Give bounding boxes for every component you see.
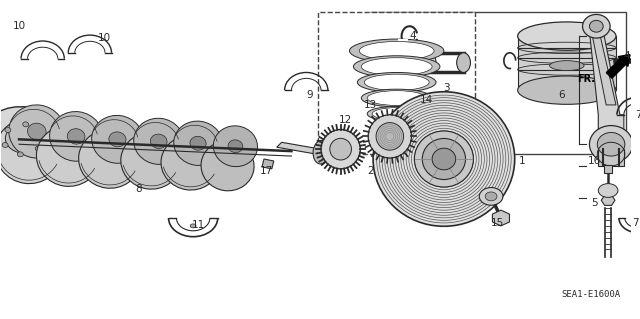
Polygon shape [598,149,624,166]
Ellipse shape [457,53,470,72]
Ellipse shape [364,74,429,90]
Ellipse shape [121,133,181,189]
Ellipse shape [190,224,196,228]
Ellipse shape [23,122,29,127]
Text: 4: 4 [409,31,416,41]
Text: 5: 5 [591,198,598,208]
Ellipse shape [376,122,404,150]
Text: 12: 12 [339,115,352,125]
Polygon shape [601,195,615,205]
Text: 3: 3 [444,83,450,93]
Text: 10: 10 [98,33,111,43]
Ellipse shape [353,56,440,78]
Ellipse shape [485,192,497,201]
Text: 1: 1 [519,156,526,166]
Ellipse shape [479,188,503,205]
Text: 16: 16 [588,156,601,166]
Ellipse shape [0,119,63,184]
Text: 10: 10 [13,21,26,31]
Ellipse shape [150,134,167,148]
Text: 7: 7 [632,218,639,228]
Ellipse shape [582,14,610,38]
Ellipse shape [28,123,46,140]
Ellipse shape [213,126,257,167]
Ellipse shape [589,126,633,163]
Ellipse shape [362,58,432,75]
Polygon shape [262,159,274,169]
Ellipse shape [79,130,141,188]
Ellipse shape [550,61,584,70]
Ellipse shape [422,53,436,72]
Ellipse shape [377,125,417,134]
Ellipse shape [134,118,184,164]
Polygon shape [604,165,612,173]
Text: 11: 11 [191,220,205,230]
Ellipse shape [109,132,126,147]
Ellipse shape [67,129,85,144]
Text: 14: 14 [420,95,433,105]
Ellipse shape [5,125,41,153]
Ellipse shape [518,22,616,50]
Ellipse shape [92,115,143,163]
Ellipse shape [321,130,360,169]
Ellipse shape [9,105,65,158]
Bar [370,11,626,154]
Text: FR.: FR. [577,74,595,84]
Ellipse shape [190,136,206,150]
Ellipse shape [0,107,64,172]
Ellipse shape [330,138,351,160]
Ellipse shape [2,143,8,147]
Ellipse shape [372,108,421,120]
Ellipse shape [313,140,329,164]
Ellipse shape [414,131,474,187]
Ellipse shape [50,112,102,161]
Text: 6: 6 [559,90,565,100]
Ellipse shape [368,115,412,158]
Bar [318,11,476,154]
Text: 17: 17 [260,166,273,176]
Ellipse shape [174,121,222,166]
Ellipse shape [359,41,434,60]
Ellipse shape [373,123,420,135]
Ellipse shape [5,128,11,132]
FancyArrow shape [606,55,630,78]
Text: 8: 8 [136,183,142,194]
Ellipse shape [17,152,23,157]
Ellipse shape [367,91,426,105]
Ellipse shape [373,92,515,226]
Ellipse shape [597,132,625,156]
Ellipse shape [201,141,254,191]
Text: 9: 9 [307,90,314,100]
Ellipse shape [36,126,100,186]
Ellipse shape [38,131,44,136]
Ellipse shape [161,136,220,190]
Ellipse shape [35,146,41,151]
Text: 13: 13 [364,100,377,110]
Ellipse shape [518,76,616,104]
Ellipse shape [598,184,618,197]
Ellipse shape [228,140,243,152]
Text: 7: 7 [636,110,640,120]
Text: 2: 2 [367,166,374,176]
Ellipse shape [432,148,456,170]
Ellipse shape [349,39,444,63]
Polygon shape [492,210,509,226]
Text: SEA1-E1600A: SEA1-E1600A [562,290,621,299]
Ellipse shape [589,20,604,32]
Polygon shape [589,31,624,134]
Text: 4: 4 [623,51,630,61]
Ellipse shape [422,138,465,180]
Ellipse shape [367,107,426,121]
Polygon shape [593,36,616,105]
Text: 15: 15 [490,218,504,228]
Ellipse shape [362,89,432,107]
Polygon shape [276,142,321,154]
Polygon shape [518,36,616,90]
Ellipse shape [357,72,436,92]
